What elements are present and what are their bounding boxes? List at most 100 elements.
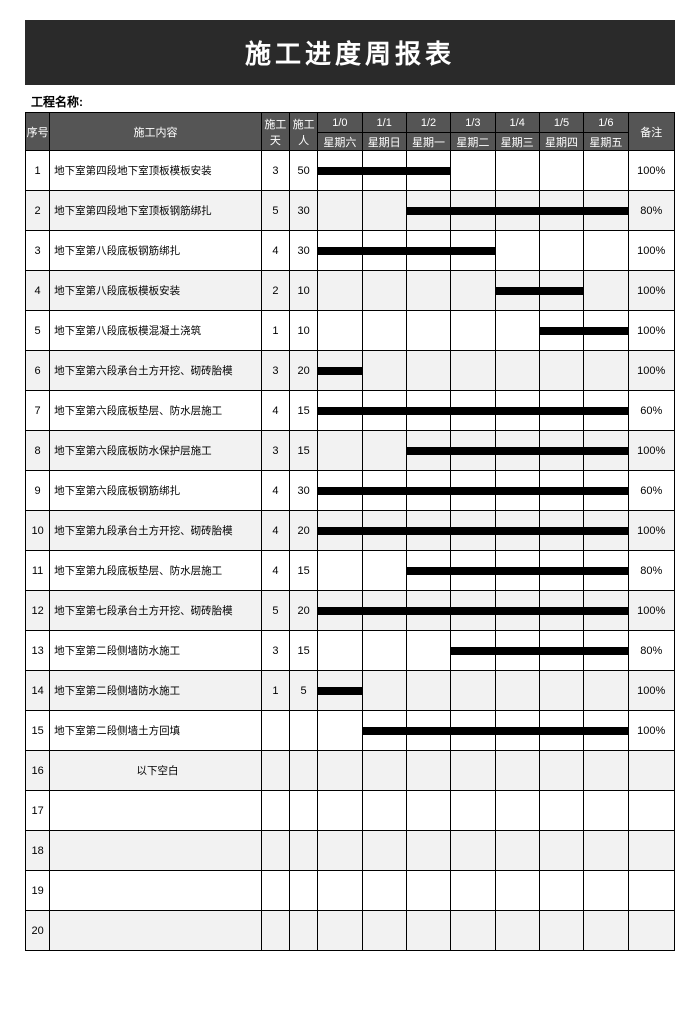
cell-day <box>406 351 450 391</box>
cell-day <box>318 311 362 351</box>
table-row: 19 <box>26 871 675 911</box>
col-days: 施工天 <box>261 113 289 151</box>
cell-people: 20 <box>290 351 318 391</box>
gantt-bar <box>451 527 495 535</box>
cell-index: 15 <box>26 711 50 751</box>
cell-day <box>362 391 406 431</box>
gantt-bar <box>495 207 539 215</box>
cell-day <box>495 431 539 471</box>
table-row: 4地下室第八段底板模板安装210100% <box>26 271 675 311</box>
gantt-bar <box>406 487 450 495</box>
gantt-bar <box>495 407 539 415</box>
cell-day <box>362 351 406 391</box>
cell-task: 地下室第二段侧墙防水施工 <box>50 671 262 711</box>
cell-task <box>50 911 262 951</box>
cell-day <box>584 351 628 391</box>
cell-day <box>451 151 495 191</box>
cell-day <box>584 391 628 431</box>
cell-people: 15 <box>290 431 318 471</box>
cell-day <box>362 271 406 311</box>
gantt-bar <box>451 247 495 255</box>
cell-remark: 100% <box>628 231 675 271</box>
gantt-bar <box>362 247 406 255</box>
col-weekday-4: 星期三 <box>495 133 539 151</box>
cell-day <box>318 711 362 751</box>
cell-day <box>406 271 450 311</box>
cell-day <box>495 911 539 951</box>
cell-day <box>406 471 450 511</box>
cell-day <box>539 551 583 591</box>
cell-days <box>261 711 289 751</box>
gantt-bar <box>539 527 583 535</box>
cell-day <box>406 871 450 911</box>
col-weekday-2: 星期一 <box>406 133 450 151</box>
cell-day <box>362 871 406 911</box>
cell-day <box>318 231 362 271</box>
gantt-bar <box>362 167 406 175</box>
cell-remark <box>628 911 675 951</box>
gantt-bar <box>584 527 628 535</box>
gantt-bar <box>451 607 495 615</box>
col-weekday-5: 星期四 <box>539 133 583 151</box>
cell-day <box>406 551 450 591</box>
cell-index: 9 <box>26 471 50 511</box>
cell-remark: 80% <box>628 551 675 591</box>
cell-day <box>584 471 628 511</box>
gantt-bar <box>451 487 495 495</box>
cell-remark: 100% <box>628 431 675 471</box>
cell-index: 7 <box>26 391 50 431</box>
cell-day <box>318 871 362 911</box>
cell-day <box>318 591 362 631</box>
gantt-bar <box>539 607 583 615</box>
cell-day <box>539 911 583 951</box>
report-title: 施工进度周报表 <box>25 20 675 85</box>
gantt-bar <box>539 567 583 575</box>
cell-day <box>451 511 495 551</box>
gantt-bar <box>539 487 583 495</box>
cell-day <box>318 831 362 871</box>
gantt-bar <box>539 447 583 455</box>
project-name-label: 工程名称: <box>31 93 675 110</box>
cell-day <box>495 671 539 711</box>
cell-day <box>318 551 362 591</box>
col-date-1: 1/1 <box>362 113 406 133</box>
cell-day <box>318 191 362 231</box>
gantt-bar <box>406 607 450 615</box>
cell-day <box>495 551 539 591</box>
cell-day <box>406 591 450 631</box>
cell-task: 地下室第九段承台土方开挖、砌砖胎模 <box>50 511 262 551</box>
cell-day <box>584 591 628 631</box>
cell-day <box>451 391 495 431</box>
cell-day <box>318 431 362 471</box>
cell-days: 5 <box>261 591 289 631</box>
cell-day <box>406 431 450 471</box>
gantt-bar <box>406 167 450 175</box>
gantt-bar <box>539 327 583 335</box>
cell-day <box>539 671 583 711</box>
table-row: 7地下室第六段底板垫层、防水层施工41560% <box>26 391 675 431</box>
table-row: 5地下室第八段底板模混凝土浇筑110100% <box>26 311 675 351</box>
cell-index: 16 <box>26 751 50 791</box>
cell-index: 13 <box>26 631 50 671</box>
cell-day <box>539 591 583 631</box>
cell-people: 30 <box>290 191 318 231</box>
cell-task: 地下室第八段底板钢筋绑扎 <box>50 231 262 271</box>
cell-day <box>584 271 628 311</box>
cell-index: 3 <box>26 231 50 271</box>
gantt-bar <box>318 607 362 615</box>
cell-day <box>495 711 539 751</box>
col-weekday-6: 星期五 <box>584 133 628 151</box>
cell-people: 15 <box>290 391 318 431</box>
cell-day <box>539 151 583 191</box>
gantt-bar <box>362 607 406 615</box>
cell-task: 地下室第七段承台土方开挖、砌砖胎模 <box>50 591 262 631</box>
gantt-bar <box>406 207 450 215</box>
cell-task: 地下室第六段承台土方开挖、砌砖胎模 <box>50 351 262 391</box>
cell-day <box>406 671 450 711</box>
gantt-bar <box>451 207 495 215</box>
gantt-bar <box>406 247 450 255</box>
cell-day <box>539 231 583 271</box>
gantt-bar <box>495 567 539 575</box>
gantt-bar <box>584 487 628 495</box>
gantt-bar <box>451 727 495 735</box>
